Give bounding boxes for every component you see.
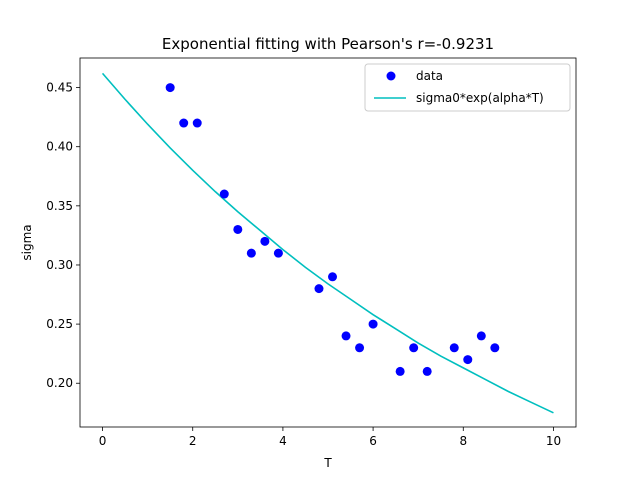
x-tick-label: 4 <box>279 434 287 448</box>
data-points-layer <box>165 83 500 376</box>
data-point <box>409 343 419 353</box>
x-tick-label: 2 <box>189 434 197 448</box>
data-point <box>165 83 175 93</box>
data-point <box>395 366 405 376</box>
y-tick-label: 0.45 <box>46 81 73 95</box>
fit-line-layer <box>101 72 554 414</box>
fit-curve <box>101 72 554 414</box>
chart-title: Exponential fitting with Pearson's r=-0.… <box>162 35 494 53</box>
y-axis-ticks: 0.20 0.25 0.30 0.35 0.40 0.45 <box>46 81 80 390</box>
axes-frame <box>79 57 577 428</box>
data-point <box>179 118 189 128</box>
x-axis-ticks: 0 2 4 6 8 10 <box>99 427 561 448</box>
legend-marker-data <box>386 71 396 81</box>
data-point <box>328 272 338 282</box>
legend: data sigma0*exp(alpha*T) <box>364 63 571 112</box>
data-point <box>260 236 270 246</box>
y-tick-label: 0.25 <box>46 317 73 331</box>
x-axis-label: T <box>323 456 332 470</box>
data-point <box>314 284 324 294</box>
data-point <box>341 331 351 341</box>
x-tick-label: 8 <box>459 434 467 448</box>
y-tick-label: 0.40 <box>46 140 73 154</box>
data-point <box>355 343 365 353</box>
legend-label-data: data <box>416 69 443 83</box>
plot-area <box>79 57 577 428</box>
x-tick-label: 6 <box>369 434 377 448</box>
y-axis-label: sigma <box>20 224 34 260</box>
y-tick-label: 0.20 <box>46 376 73 390</box>
x-tick-label: 10 <box>546 434 561 448</box>
legend-label-fit: sigma0*exp(alpha*T) <box>416 91 544 105</box>
data-point <box>273 248 283 258</box>
data-point <box>476 331 486 341</box>
data-point <box>368 319 378 329</box>
y-tick-label: 0.30 <box>46 258 73 272</box>
data-point <box>192 118 202 128</box>
data-point <box>422 366 432 376</box>
data-point <box>449 343 459 353</box>
x-tick-label: 0 <box>99 434 107 448</box>
data-point <box>490 343 500 353</box>
data-point <box>246 248 256 258</box>
data-point <box>233 224 243 234</box>
y-tick-label: 0.35 <box>46 199 73 213</box>
data-point <box>219 189 229 199</box>
data-point <box>463 355 473 365</box>
legend-box <box>364 63 571 112</box>
